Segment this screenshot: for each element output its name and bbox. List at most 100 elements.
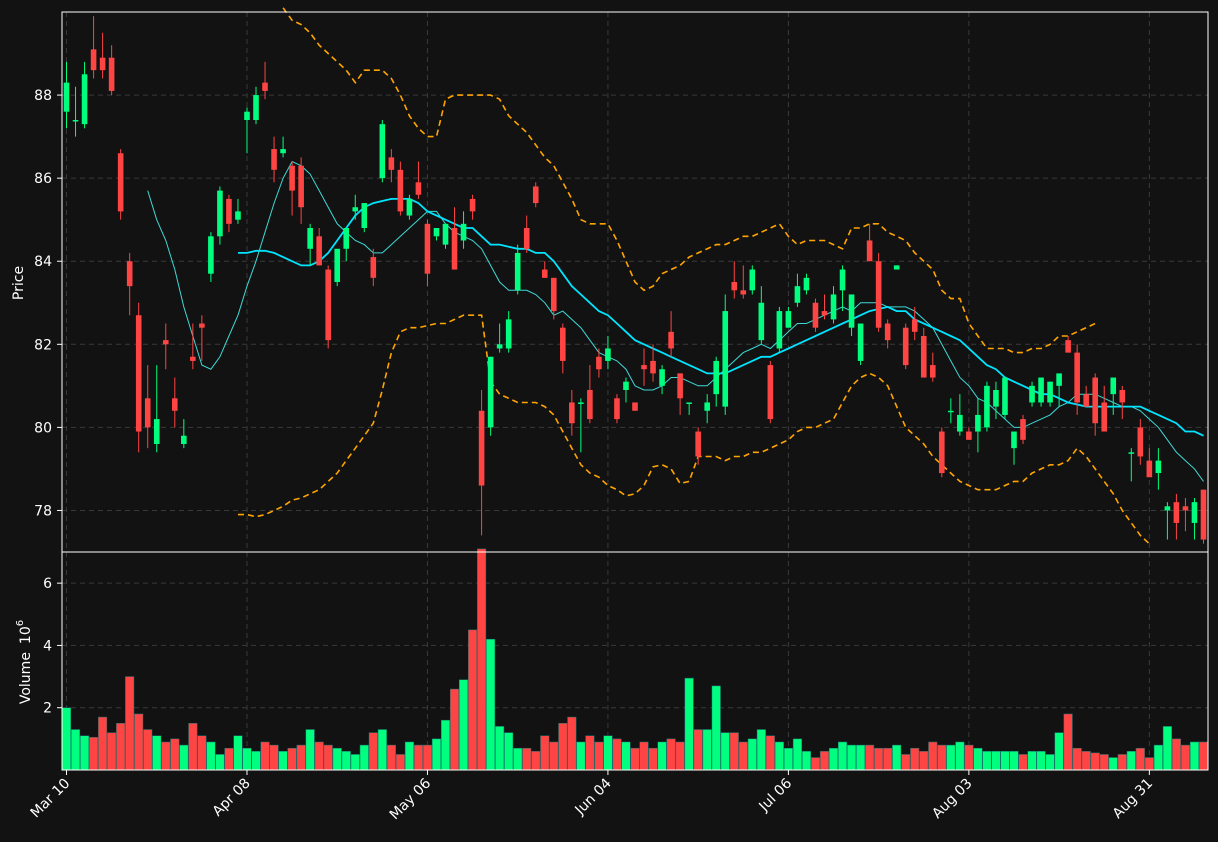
candle-body bbox=[966, 431, 972, 440]
volume-bar bbox=[585, 735, 595, 771]
candle-body bbox=[740, 290, 747, 295]
candle-body bbox=[731, 282, 738, 291]
volume-bar bbox=[269, 744, 279, 771]
candle-body bbox=[262, 82, 268, 91]
volume-bar bbox=[107, 732, 117, 771]
candle-body bbox=[1155, 460, 1162, 474]
volume-bar bbox=[630, 747, 640, 771]
candle-body bbox=[596, 356, 602, 370]
candle-body bbox=[848, 294, 855, 328]
volume-bar bbox=[495, 726, 505, 771]
candle-body bbox=[226, 198, 232, 224]
candle-body bbox=[289, 165, 295, 191]
volume-axis-title: Volume 106 bbox=[15, 620, 34, 704]
volume-bar bbox=[883, 747, 893, 771]
volume-bar bbox=[711, 685, 721, 771]
candle-body bbox=[984, 385, 990, 428]
volume-bar bbox=[522, 747, 532, 771]
volume-bar bbox=[233, 735, 243, 771]
bollinger-bands bbox=[238, 7, 1150, 545]
volume-bar bbox=[937, 744, 947, 771]
candle-body bbox=[316, 236, 322, 266]
candle-body bbox=[1164, 506, 1171, 511]
candle-body bbox=[1137, 427, 1144, 457]
candle-body bbox=[866, 240, 873, 262]
volume-bar bbox=[856, 744, 866, 771]
candle-body bbox=[659, 369, 665, 386]
candle-body bbox=[451, 228, 458, 270]
volume-bar bbox=[251, 751, 261, 771]
candle-body bbox=[1047, 381, 1053, 403]
candle-body bbox=[1200, 489, 1207, 540]
volume-bar bbox=[576, 741, 586, 771]
candle-body bbox=[235, 211, 241, 220]
candle-body bbox=[388, 157, 395, 170]
volume-bar bbox=[819, 751, 830, 771]
volume-bar bbox=[847, 744, 857, 771]
candle-body bbox=[541, 269, 548, 278]
candle-body bbox=[298, 165, 304, 208]
candle-body bbox=[1074, 352, 1080, 403]
volume-bar bbox=[1180, 744, 1190, 771]
volume-bar bbox=[783, 747, 793, 771]
volume-bar bbox=[801, 751, 811, 771]
volume-bar bbox=[828, 747, 839, 771]
volume-bar bbox=[431, 738, 442, 771]
candle-body bbox=[975, 414, 981, 432]
candle-body bbox=[812, 302, 819, 328]
volume-bar bbox=[1009, 751, 1019, 771]
volume-bar bbox=[810, 757, 821, 771]
volume-bar bbox=[982, 751, 992, 771]
volume-bar bbox=[1072, 747, 1082, 771]
volume-bar bbox=[422, 744, 432, 771]
volume-axis-exponent-sup: 6 bbox=[15, 620, 26, 626]
price-tick-label: 80 bbox=[34, 420, 52, 436]
volume-bar bbox=[1099, 754, 1109, 771]
candle-body bbox=[704, 402, 710, 411]
volume-bar bbox=[332, 747, 342, 771]
volume-bar bbox=[1189, 741, 1200, 771]
candle-body bbox=[893, 265, 900, 270]
volume-bar bbox=[1126, 751, 1136, 771]
volume-bar bbox=[477, 548, 487, 771]
candle-body bbox=[722, 311, 729, 407]
candle-body bbox=[487, 356, 494, 428]
candle-body bbox=[63, 82, 70, 112]
candle-body bbox=[478, 410, 485, 486]
candle-body bbox=[135, 315, 142, 432]
candle-body bbox=[334, 248, 341, 282]
volume-bar bbox=[305, 729, 315, 771]
volume-bar bbox=[1000, 751, 1010, 771]
candle-body bbox=[839, 269, 846, 291]
volume-bar bbox=[603, 735, 613, 771]
candle-body bbox=[406, 198, 413, 216]
volume-bar bbox=[928, 741, 938, 771]
candle-body bbox=[1101, 402, 1108, 432]
candle-body bbox=[758, 302, 765, 341]
candle-body bbox=[623, 381, 629, 390]
volume-bar bbox=[116, 723, 126, 771]
volume-bar bbox=[1090, 752, 1100, 771]
volume-bar bbox=[224, 747, 234, 771]
volume-bar bbox=[314, 741, 324, 771]
candle-body bbox=[677, 373, 683, 399]
candle-body bbox=[1128, 452, 1135, 454]
candle-body bbox=[271, 149, 277, 170]
volume-bar bbox=[639, 741, 649, 771]
volume-bar bbox=[386, 744, 396, 771]
candle-body bbox=[794, 286, 801, 303]
candle-body bbox=[81, 74, 88, 125]
candle-body bbox=[902, 327, 909, 366]
volume-bar bbox=[666, 738, 676, 771]
volume-grid bbox=[62, 582, 1208, 709]
candle-body bbox=[370, 257, 377, 278]
volume-bar bbox=[684, 677, 694, 771]
candle-body bbox=[1002, 377, 1008, 415]
volume-bar bbox=[1153, 744, 1163, 771]
volume-tick-label: 6 bbox=[43, 576, 52, 592]
volume-bar bbox=[792, 738, 802, 771]
candle-body bbox=[433, 228, 440, 237]
candle-body bbox=[424, 223, 431, 274]
volume-bar bbox=[179, 744, 189, 771]
